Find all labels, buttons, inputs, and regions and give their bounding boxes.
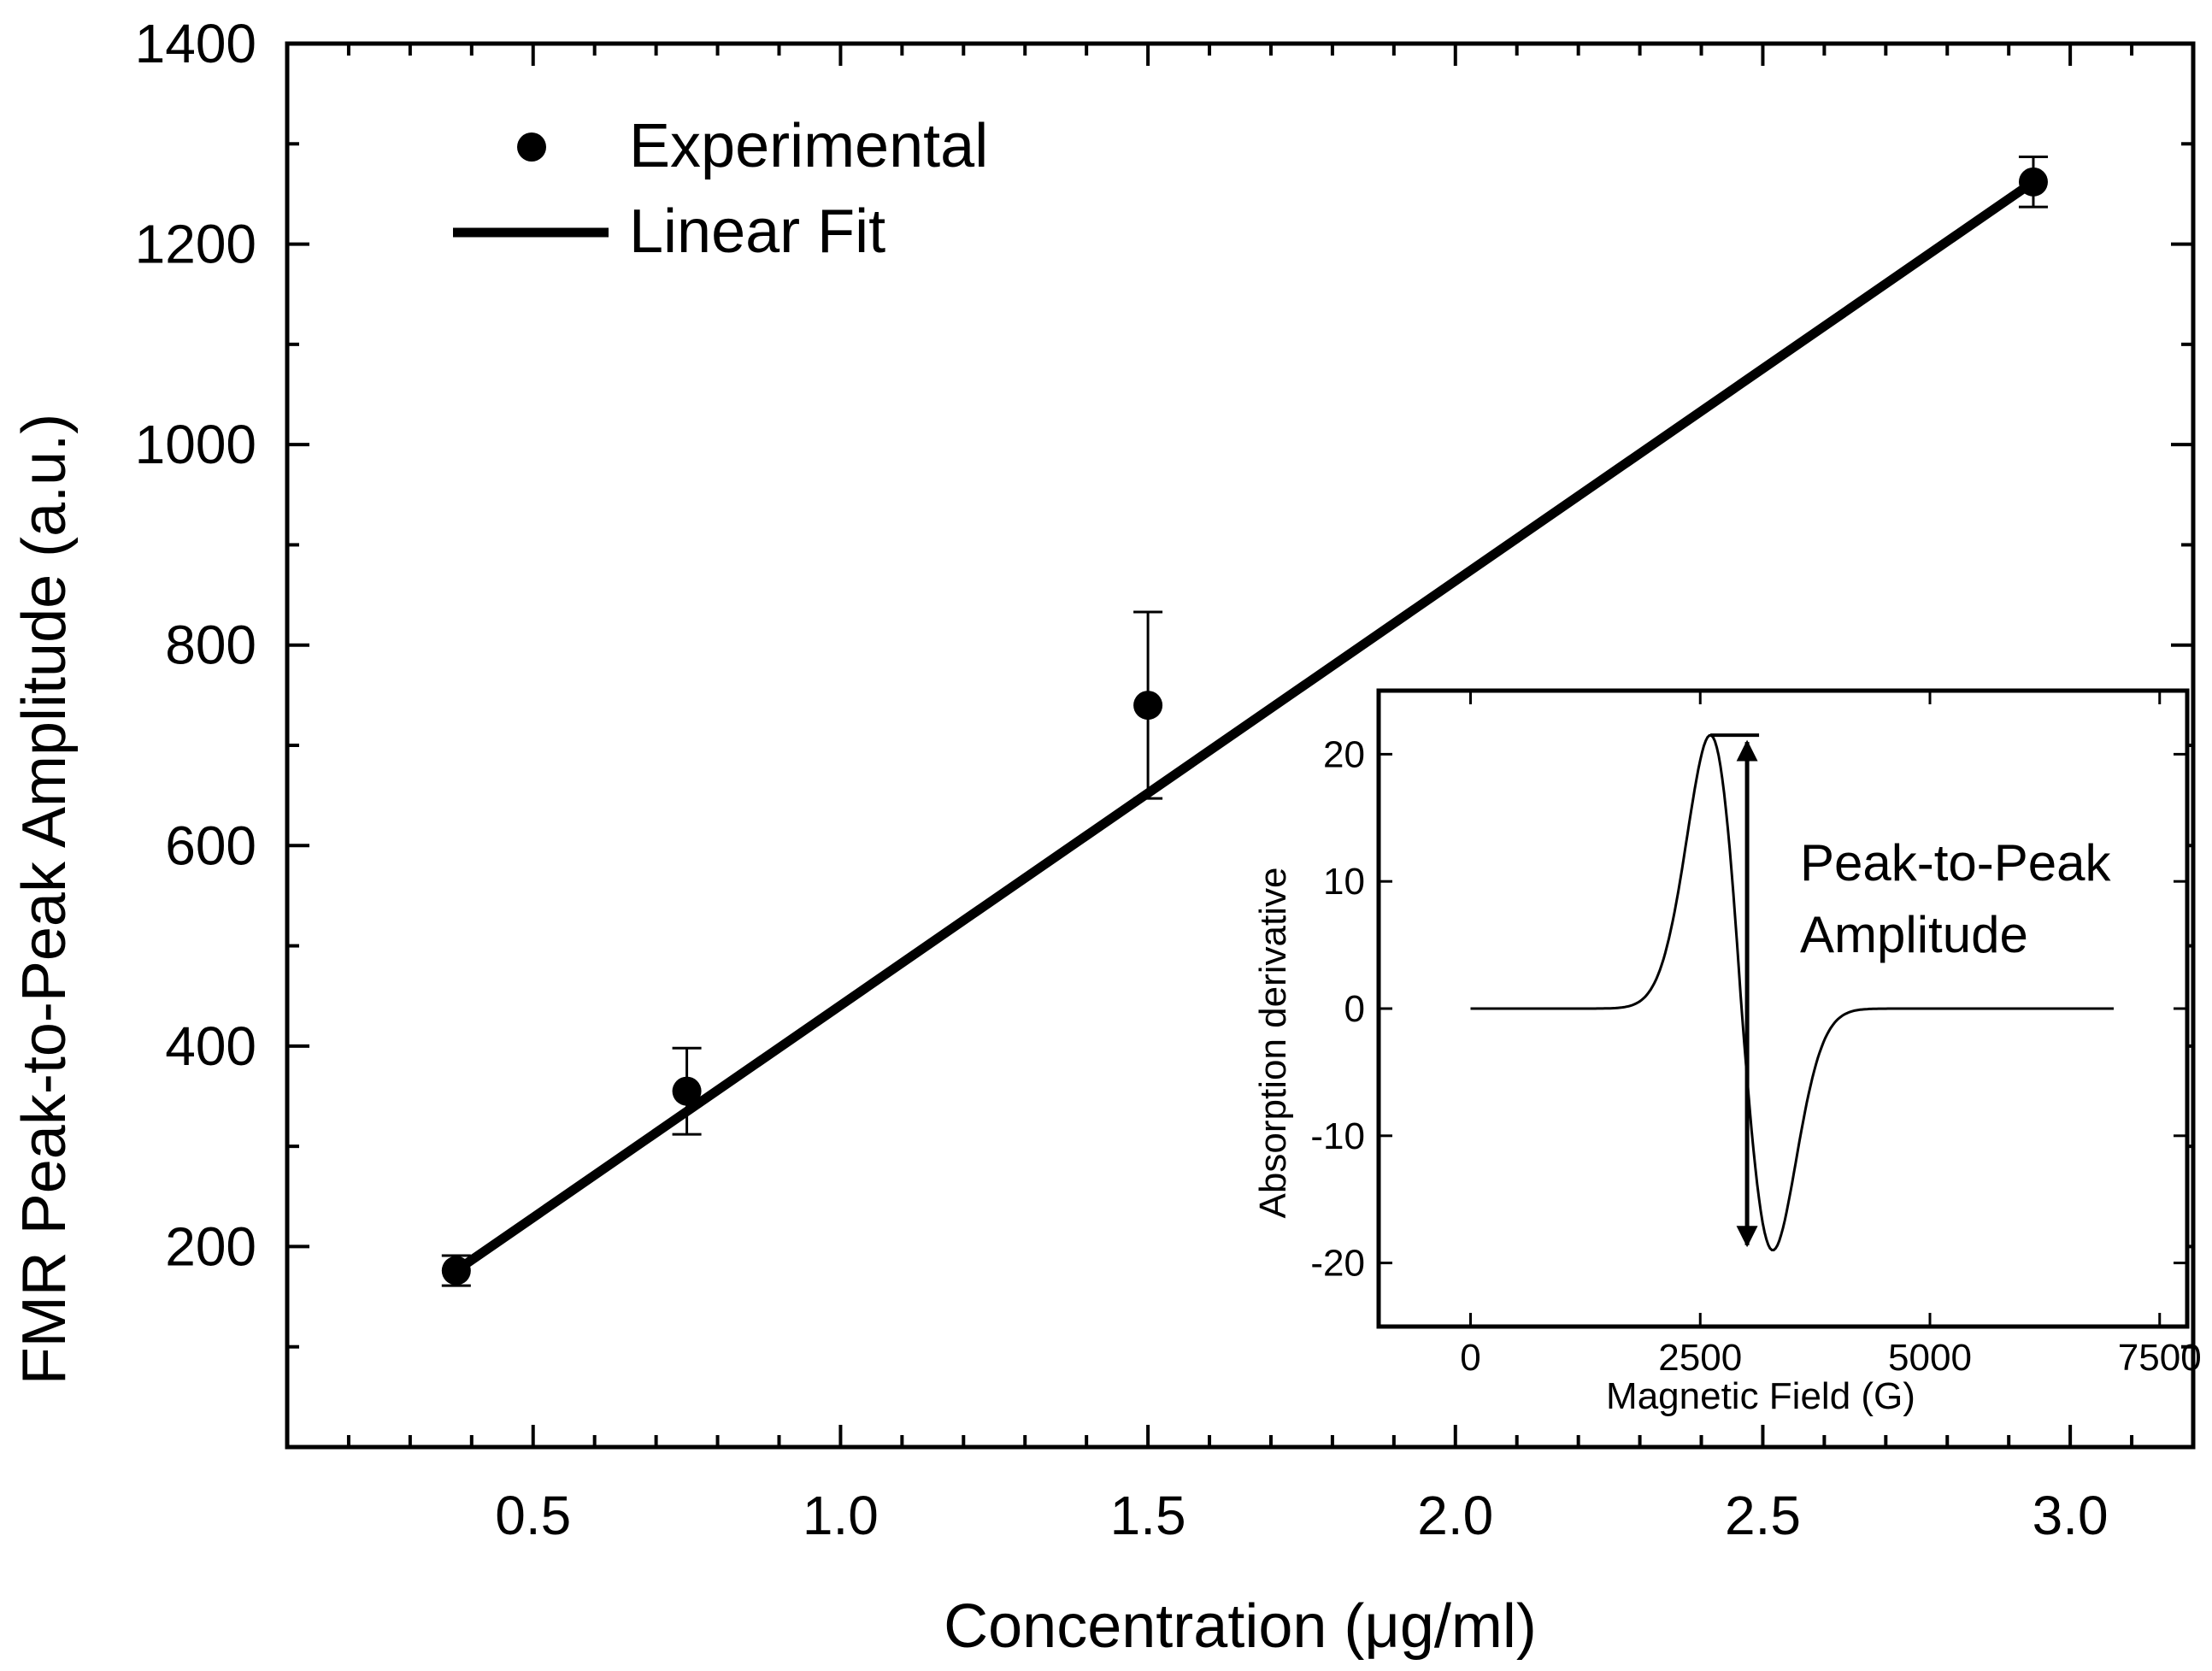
inset-tick-labels: 0 2500 5000 7500 -20 -10 0 10 20 [1310,733,2201,1379]
data-point [672,1076,702,1106]
inset-y-tick-label: 0 [1344,988,1365,1030]
x-tick-label: 1.0 [803,1485,879,1546]
x-axis-label: Concentration (μg/ml) [944,1592,1537,1661]
y-tick-label: 400 [165,1015,256,1077]
x-tick-label: 3.0 [2033,1485,2109,1546]
x-tick-label: 2.0 [1417,1485,1493,1546]
inset-x-tick-label: 0 [1460,1337,1480,1379]
inset-x-tick-label: 5000 [1888,1337,1972,1379]
inset-y-tick-label: -20 [1310,1243,1365,1285]
inset-y-tick-label: 10 [1323,861,1365,903]
y-tick-label: 1000 [135,414,256,475]
x-tick-label: 0.5 [495,1485,571,1546]
inset-annotation-line2: Amplitude [1800,906,2028,963]
y-tick-label: 600 [165,815,256,876]
y-tick-label: 1400 [135,13,256,74]
inset-derivative-curve [1470,733,2114,1251]
y-tick-label: 1200 [135,214,256,275]
x-tick-label: 2.5 [1725,1485,1801,1546]
y-tick-label: 200 [165,1215,256,1277]
inset-x-axis-label: Magnetic Field (G) [1606,1375,1915,1417]
inset-chart: 0 2500 5000 7500 -20 -10 0 10 20 Peak-to-Peak Am… [1252,688,2202,1417]
y-axis-label: FMR Peak-to-Peak Amplitude (a.u.) [10,414,79,1385]
inset-x-tick-label: 7500 [2118,1337,2202,1379]
legend-label-linear-fit: Linear Fit [629,197,885,266]
y-tick-label: 800 [165,615,256,676]
main-ticks [285,42,2195,1449]
main-tick-labels: 0.5 1.0 1.5 2.0 2.5 3.02004006008001000120014… [135,13,2109,1546]
legend: Experimental Linear Fit [453,112,988,266]
x-tick-label: 1.5 [1110,1485,1186,1546]
inset-y-tick-label: 20 [1323,733,1365,775]
data-point [441,1256,471,1286]
inset-x-tick-label: 2500 [1658,1337,1742,1379]
inset-ticks [1379,691,2187,1327]
data-point [2018,167,2048,197]
inset-y-tick-label: -10 [1310,1115,1365,1157]
data-point [1133,691,1163,721]
experimental-points [441,167,2048,1286]
legend-label-experimental: Experimental [629,112,988,180]
inset-annotation-line1: Peak-to-Peak [1800,834,2112,891]
legend-marker-experimental [517,132,546,162]
inset-y-axis-label: Absorption derivative [1252,868,1294,1219]
linear-fit-line [451,177,2038,1276]
